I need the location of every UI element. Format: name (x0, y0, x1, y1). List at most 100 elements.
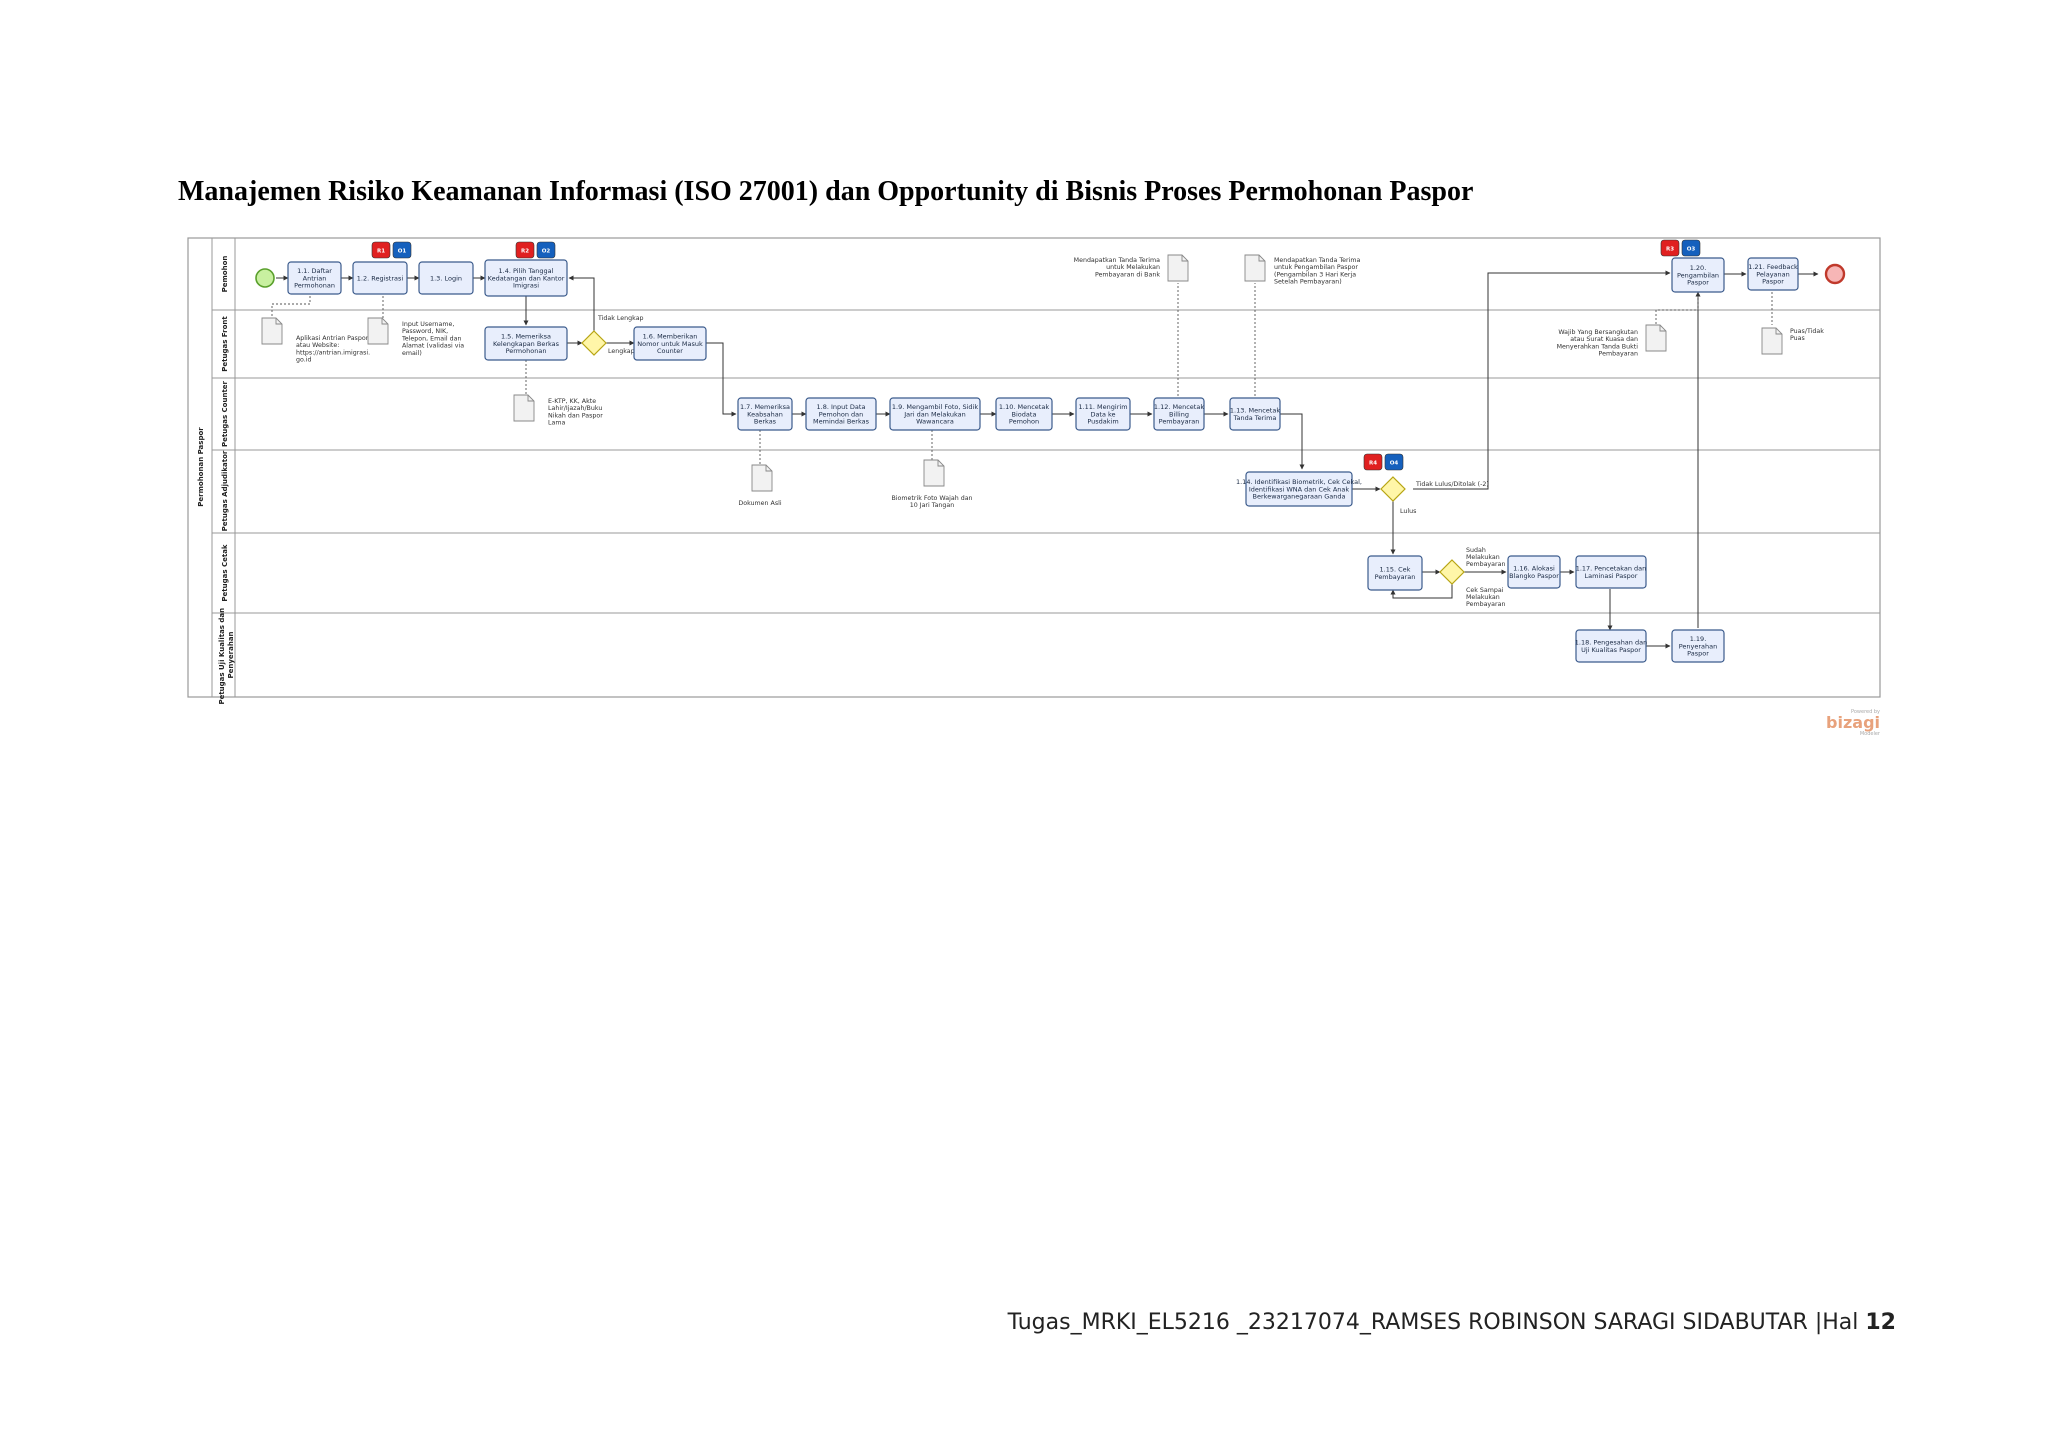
gateways (581, 330, 1465, 585)
lane-label-uji: Petugas Uji Kualitas dan Penyerahan (218, 605, 235, 704)
artifact-label: Biometrik Foto Wajah dan 10 Jari Tangan (891, 495, 972, 509)
badge-box (1384, 453, 1404, 471)
task-label: 1.2. Registrasi (357, 274, 404, 282)
artifact-a5: Biometrik Foto Wajah dan 10 Jari Tangan (891, 459, 973, 509)
badge-box (1681, 239, 1701, 257)
label-sudah-line: Sudah (1466, 547, 1486, 554)
task-t1-4: 1.4. Pilih Tanggal Kedatangan dan Kantor I… (484, 259, 568, 297)
task-box (1575, 629, 1647, 663)
task-box (1507, 555, 1561, 589)
task-label-line: Keabsahan (747, 410, 783, 418)
document-icon (923, 459, 945, 487)
artifact-label: E-KTP, KK, Akte Lahir/Ijazah/Buku Nikah da… (548, 398, 603, 427)
task-box (287, 261, 342, 295)
task-label-line: Berkewarganegaraan Ganda (1253, 493, 1346, 501)
label-sudah-bayar: Sudah Melakukan Pembayaran (1466, 547, 1505, 568)
task-label-line: 1.11. Mengirim (1078, 403, 1127, 411)
badge-box (1363, 453, 1383, 471)
task-label-line: Identifikasi WNA dan Cek Anak (1249, 485, 1350, 493)
task-label-line: 1.1. Daftar (297, 267, 332, 275)
task-label-line: 1.21. Feedback (1748, 263, 1798, 271)
badge-label: R1 (377, 249, 385, 255)
document-fold (275, 318, 282, 325)
artifact-label-line: Input Username, (402, 321, 454, 328)
task-label-line: 1.16. Alokasi (1513, 565, 1555, 573)
task-label-line: Data ke (1090, 410, 1115, 418)
artifact-label-line: Setelah Pembayaran) (1274, 279, 1342, 286)
footer-text: Tugas_MRKI_EL5216 _23217074_RAMSES ROBIN… (1007, 1310, 1866, 1335)
task-label-line: Pelayanan (1756, 270, 1790, 278)
task-t1-13: 1.13. Mencetak Tanda Terima (1229, 397, 1281, 431)
gateway-pembayaran (1439, 559, 1465, 585)
artifact-label-line: untuk Pengambilan Paspor (1274, 264, 1358, 271)
artifact-label: Wajib Yang Bersangkutan atau Surat Kuasa … (1557, 329, 1639, 358)
document-icon (1167, 254, 1189, 282)
task-t1-10: 1.10. Mencetak Biodata Pemohon (995, 397, 1053, 431)
document-icon (1244, 254, 1266, 282)
artifact-label-line: Mendapatkan Tanda Terima (1274, 257, 1360, 264)
task-t1-21: 1.21. Feedback Pelayanan Paspor (1747, 257, 1799, 291)
task-label-line: Paspor (1762, 278, 1784, 286)
artifact-label-line: atau Surat Kuasa dan (1570, 336, 1638, 343)
artifact-label-line: email) (402, 350, 422, 357)
lane-label-pemohon: Pemohon (221, 256, 229, 293)
task-box (1245, 471, 1353, 507)
artifact-a2: Input Username, Password, NIK, Telepon, Em… (367, 317, 464, 357)
task-label: 1.4. Pilih Tanggal Kedatangan dan Kantor I… (488, 267, 565, 290)
task-t1-1: 1.1. Daftar Antrian Permohonan (287, 261, 342, 295)
label-cek-line: Cek Sampai (1466, 587, 1504, 594)
risk-opportunity-badge: O3 (1681, 239, 1701, 257)
artifact-label: Input Username, Password, NIK, Telepon, Em… (401, 321, 464, 357)
task-label-line: Pusdakim (1087, 418, 1118, 426)
task-label-line: 1.6. Memberikan (643, 332, 698, 340)
document-icon (261, 317, 283, 345)
risk-opportunity-badge: O2 (536, 241, 556, 259)
bizagi-logo: Powered by bizagi Modeler (1826, 709, 1881, 737)
task-label-line: Permohonan (506, 347, 547, 355)
lane-label-uji-line1: Petugas Uji Kualitas dan (218, 608, 226, 705)
task-label-line: 1.18. Pengesahan dan (1575, 639, 1647, 647)
artifact-label: Aplikasi Antrian Paspor atau Website: http… (296, 335, 370, 364)
badge-box (515, 241, 535, 259)
task-label: 1.19. Penyerahan Paspor (1679, 635, 1718, 658)
task-label: 1.1. Daftar Antrian Permohonan (294, 267, 335, 290)
artifact-label-line: go.id (296, 357, 312, 364)
artifact-label-line: Puas (1790, 335, 1805, 342)
artifact-label-line: 10 Jari Tangan (910, 502, 955, 509)
artifact-a7: Mendapatkan Tanda Terima untuk Pengambila… (1244, 254, 1360, 286)
badge-label: O4 (1390, 461, 1399, 467)
task-box (352, 261, 408, 295)
task-t1-9: 1.9. Mengambil Foto, Sidik Jari dan Melak… (889, 397, 981, 431)
task-label-line: Paspor (1687, 279, 1709, 287)
task-label: 1.5. Memeriksa Kelengkapan Berkas Permohon… (493, 332, 560, 355)
sequence-flows (276, 270, 1819, 649)
artifact-label-line: Pembayaran (1599, 351, 1638, 358)
task-box (1575, 555, 1647, 589)
task-label-line: Paspor (1687, 650, 1709, 658)
risk-opportunity-badge: R2 (515, 241, 535, 259)
task-label-line: Jari dan Melakukan (903, 410, 966, 418)
task-label: 1.16. Alokasi Blangko Paspor (1509, 565, 1559, 580)
document-icon (367, 317, 389, 345)
badges-layer: R1 O1 R2 O2 R3 O3 R4 O4 (371, 239, 1701, 471)
task-label: 1.13. Mencetak Tanda Terima (1230, 407, 1280, 422)
task-label-line: 1.4. Pilih Tanggal (499, 267, 554, 275)
artifact-label-line: Puas/Tidak (1790, 328, 1824, 335)
badge-box (371, 241, 391, 259)
label-tidak-lengkap: Tidak Lengkap (597, 315, 644, 322)
label-cek-line: Pembayaran (1466, 601, 1505, 608)
document-icon (751, 464, 773, 492)
document-fold (381, 318, 388, 325)
task-label: 1.10. Mencetak Biodata Pemohon (999, 403, 1049, 426)
document-icon (1761, 327, 1783, 355)
bizagi-sub: Modeler (1860, 731, 1881, 737)
artifact-label: Mendapatkan Tanda Terima untuk Pengambila… (1274, 257, 1360, 286)
artifact-a3: E-KTP, KK, Akte Lahir/Ijazah/Buku Nikah da… (513, 394, 603, 427)
task-label-line: Pembayaran (1375, 573, 1416, 581)
gateway-kelengkapan (581, 330, 607, 356)
label-cek-line: Melakukan (1466, 594, 1500, 601)
tasks-layer: 1.1. Daftar Antrian Permohonan 1.2. Registr… (287, 257, 1799, 663)
risk-opportunity-badge: R4 (1363, 453, 1383, 471)
task-t1-17: 1.17. Pencetakan dan Laminasi Paspor (1575, 555, 1647, 589)
document-fold (527, 395, 534, 402)
